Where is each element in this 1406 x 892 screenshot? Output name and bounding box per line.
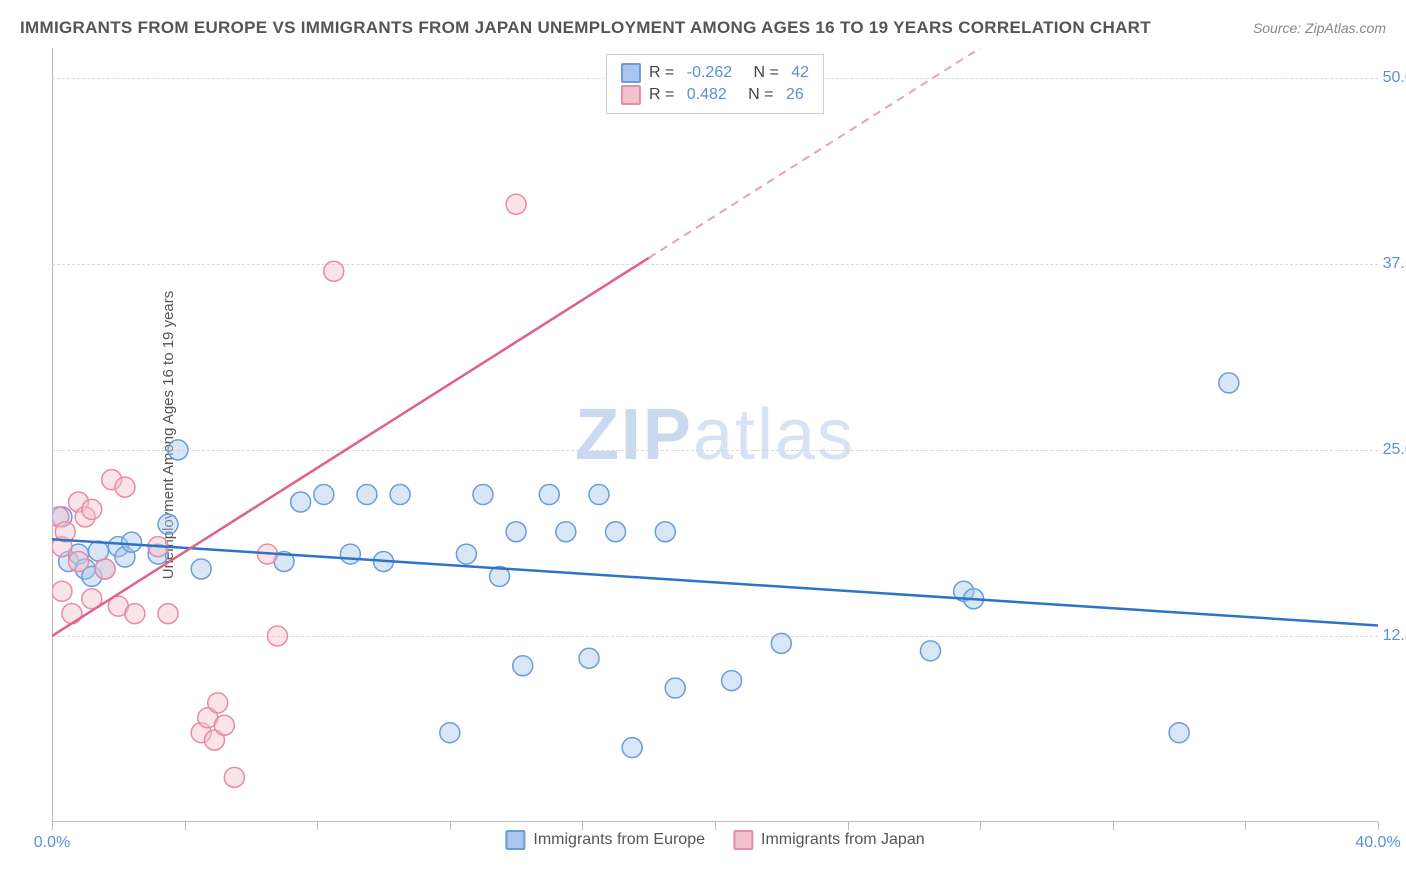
data-point xyxy=(579,648,599,668)
data-point xyxy=(291,492,311,512)
legend-label-europe: Immigrants from Europe xyxy=(533,831,705,849)
series-legend: Immigrants from Europe Immigrants from J… xyxy=(505,830,924,850)
y-axis-label: 37.5% xyxy=(1383,255,1406,273)
data-point xyxy=(722,671,742,691)
data-point xyxy=(456,544,476,564)
legend-item-europe: Immigrants from Europe xyxy=(505,830,705,850)
data-point xyxy=(539,485,559,505)
legend-item-japan: Immigrants from Japan xyxy=(733,830,925,850)
legend-n-label: N = xyxy=(735,86,778,104)
data-point xyxy=(214,715,234,735)
data-point xyxy=(390,485,410,505)
data-point xyxy=(158,514,178,534)
data-point xyxy=(115,477,135,497)
data-point xyxy=(440,723,460,743)
data-point xyxy=(606,522,626,542)
data-point xyxy=(314,485,334,505)
data-point xyxy=(82,499,102,519)
chart-header: IMMIGRANTS FROM EUROPE VS IMMIGRANTS FRO… xyxy=(20,18,1386,38)
data-point xyxy=(62,604,82,624)
x-tick xyxy=(1378,822,1379,830)
source-attribution: Source: ZipAtlas.com xyxy=(1253,20,1386,36)
data-point xyxy=(122,532,142,552)
data-point xyxy=(267,626,287,646)
data-point xyxy=(69,552,89,572)
data-point xyxy=(665,678,685,698)
data-point xyxy=(357,485,377,505)
data-point xyxy=(125,604,145,624)
legend-swatch-japan xyxy=(733,830,753,850)
y-axis-label: 12.5% xyxy=(1383,627,1406,645)
data-point xyxy=(655,522,675,542)
data-point xyxy=(589,485,609,505)
x-tick xyxy=(450,822,451,830)
data-point xyxy=(52,581,72,601)
data-point xyxy=(95,559,115,579)
x-tick xyxy=(52,822,53,830)
legend-swatch-europe xyxy=(621,63,641,83)
data-point xyxy=(88,541,108,561)
legend-row-japan: R = 0.482 N = 26 xyxy=(621,85,809,105)
x-tick xyxy=(185,822,186,830)
legend-n-europe: 42 xyxy=(791,64,809,82)
trend-line xyxy=(52,539,1378,625)
legend-r-label: R = xyxy=(649,64,679,82)
legend-r-japan: 0.482 xyxy=(687,86,727,104)
y-axis-label: 50.0% xyxy=(1383,69,1406,87)
correlation-legend: R = -0.262 N = 42 R = 0.482 N = 26 xyxy=(606,54,824,114)
data-point xyxy=(473,485,493,505)
data-point xyxy=(513,656,533,676)
y-axis-label: 25.0% xyxy=(1383,441,1406,459)
data-point xyxy=(208,693,228,713)
chart-area: Unemployment Among Ages 16 to 19 years Z… xyxy=(52,48,1378,822)
data-point xyxy=(771,633,791,653)
chart-title: IMMIGRANTS FROM EUROPE VS IMMIGRANTS FRO… xyxy=(20,18,1151,38)
data-point xyxy=(920,641,940,661)
x-tick xyxy=(1113,822,1114,830)
x-tick xyxy=(848,822,849,830)
legend-swatch-japan xyxy=(621,85,641,105)
trend-line xyxy=(52,258,649,636)
x-axis-label: 0.0% xyxy=(34,834,70,852)
legend-n-label: N = xyxy=(740,64,783,82)
legend-swatch-europe xyxy=(505,830,525,850)
x-tick xyxy=(317,822,318,830)
x-tick xyxy=(980,822,981,830)
x-tick xyxy=(1245,822,1246,830)
data-point xyxy=(168,440,188,460)
data-point xyxy=(191,559,211,579)
data-point xyxy=(340,544,360,564)
data-point xyxy=(506,522,526,542)
data-point xyxy=(224,767,244,787)
legend-row-europe: R = -0.262 N = 42 xyxy=(621,63,809,83)
data-point xyxy=(158,604,178,624)
legend-r-europe: -0.262 xyxy=(687,64,732,82)
x-axis-label: 40.0% xyxy=(1355,834,1400,852)
data-point xyxy=(1219,373,1239,393)
x-tick xyxy=(582,822,583,830)
data-point xyxy=(556,522,576,542)
legend-r-label: R = xyxy=(649,86,679,104)
data-point xyxy=(506,194,526,214)
legend-label-japan: Immigrants from Japan xyxy=(761,831,925,849)
x-tick xyxy=(715,822,716,830)
data-point xyxy=(324,261,344,281)
data-point xyxy=(622,738,642,758)
legend-n-japan: 26 xyxy=(786,86,804,104)
scatter-plot xyxy=(52,48,1378,822)
data-point xyxy=(1169,723,1189,743)
